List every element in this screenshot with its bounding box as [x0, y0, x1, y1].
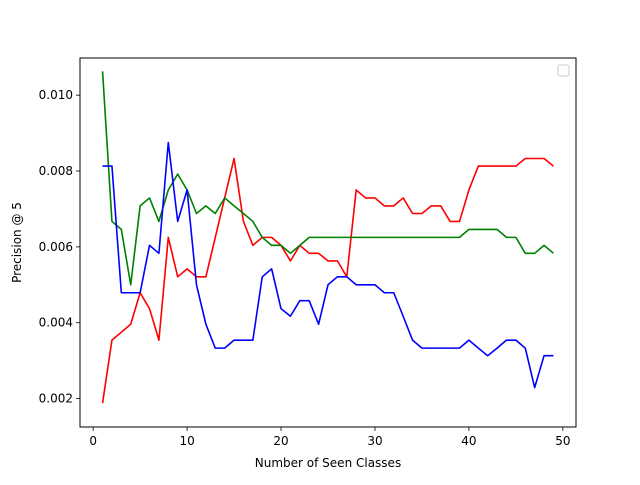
plot-frame — [79, 57, 577, 428]
x-tick-label: 10 — [179, 434, 194, 448]
x-axis-label: Number of Seen Classes — [255, 456, 401, 470]
x-tick-label: 40 — [461, 434, 476, 448]
x-tick-label: 50 — [555, 434, 570, 448]
y-tick-label: 0.010 — [39, 88, 73, 102]
x-tick-label: 20 — [273, 434, 288, 448]
legend-box — [557, 64, 570, 77]
x-tick-label: 30 — [367, 434, 382, 448]
series-line-1 — [101, 157, 554, 404]
y-tick-label: 0.004 — [39, 316, 73, 330]
x-tick-label: 0 — [89, 434, 97, 448]
y-tick-label: 0.002 — [39, 392, 73, 406]
y-tick-label: 0.006 — [39, 240, 73, 254]
series-line-2 — [101, 71, 554, 286]
series-line-3 — [102, 141, 554, 389]
y-axis-label: Precision @ 5 — [10, 202, 24, 283]
y-tick-label: 0.008 — [39, 164, 73, 178]
series-lines — [101, 71, 554, 404]
axis-ticks: 0 10 20 30 40 50 0.002 0.004 0.006 0.008 0.010 — [39, 88, 571, 448]
